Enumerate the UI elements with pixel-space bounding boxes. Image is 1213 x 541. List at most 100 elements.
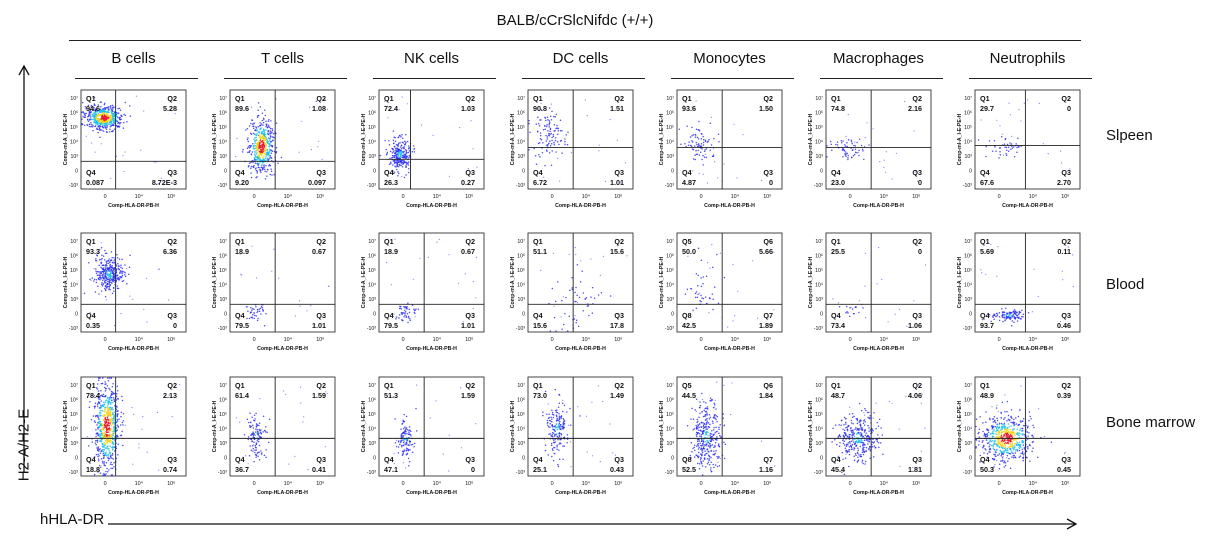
event-dot <box>131 406 133 409</box>
event-dot <box>554 115 556 118</box>
event-dot <box>101 443 103 445</box>
event-dot <box>850 422 853 424</box>
quadrant-label: Q1 <box>533 381 543 390</box>
event-dot <box>556 444 558 446</box>
event-dot <box>269 139 271 142</box>
event-dot <box>118 121 120 124</box>
event-dot <box>105 107 107 109</box>
event-dot <box>90 106 92 108</box>
event-dot <box>403 145 405 148</box>
panel-frame <box>80 232 187 333</box>
event-dot <box>247 463 249 465</box>
event-dot <box>695 149 697 152</box>
event-dot <box>562 445 564 447</box>
event-dot <box>112 275 115 278</box>
x-tick-label: 0 <box>253 481 256 487</box>
event-dot <box>91 142 93 144</box>
y-tick-label: 0 <box>75 312 78 318</box>
event-dot <box>399 443 401 446</box>
event-dot <box>397 165 400 168</box>
event-dot <box>904 100 906 103</box>
event-dot <box>405 453 408 456</box>
quadrant-label: Q3 <box>912 168 922 177</box>
event-dot <box>448 434 450 436</box>
quadrant-label: Q4 <box>235 455 245 464</box>
event-dot <box>97 104 100 106</box>
event-dot <box>103 423 106 425</box>
event-dot <box>414 316 416 318</box>
event-dot <box>703 436 706 439</box>
event-dot <box>864 407 866 410</box>
event-dot <box>249 146 252 148</box>
event-dot <box>562 399 564 401</box>
event-dot <box>557 463 559 466</box>
quadrant-percent: 0 <box>173 321 177 330</box>
x-channel-label: Comp-HLA-DR-PB-H <box>257 203 308 209</box>
event-dot <box>558 415 561 417</box>
event-dot <box>994 421 997 424</box>
event-dot <box>575 321 577 324</box>
y-channel-label: Comp-mI-A_I-E-PE-H <box>510 256 516 308</box>
event-dot <box>263 131 266 134</box>
event-dot <box>993 139 996 142</box>
event-dot <box>117 425 120 428</box>
event-dot <box>110 395 112 397</box>
event-dot <box>690 442 693 444</box>
event-dot <box>691 407 693 410</box>
y-tick-label: 10³ <box>667 441 675 447</box>
event-dot <box>448 254 450 256</box>
event-dot <box>571 288 574 291</box>
event-dot <box>407 321 409 324</box>
event-dot <box>557 157 559 159</box>
event-dot <box>405 153 407 155</box>
event-dot <box>100 105 102 108</box>
event-dot <box>97 417 100 420</box>
event-dot <box>708 297 711 299</box>
y-tick-label: 10⁵ <box>70 125 78 131</box>
event-dot <box>562 323 565 326</box>
event-dot <box>400 135 402 138</box>
dot-plot-panel: Q544.5Q61.84Q852.5Q71.1610⁷10⁶10⁵10⁴10³0… <box>659 376 783 496</box>
event-dot <box>697 462 699 465</box>
event-dot <box>124 264 126 266</box>
event-dot <box>259 153 261 155</box>
event-dot <box>864 285 866 287</box>
event-dot <box>116 414 119 417</box>
y-tick-label: 0 <box>373 312 376 318</box>
event-dot <box>113 400 116 402</box>
y-tick-label: 10⁵ <box>219 412 227 418</box>
event-dot <box>546 413 548 416</box>
quadrant-label: Q4 <box>682 168 692 177</box>
event-dot <box>871 429 873 431</box>
event-dot <box>384 139 386 142</box>
event-dot <box>265 312 267 315</box>
x-channel-label: Comp-HLA-DR-PB-H <box>853 346 904 352</box>
y-tick-label: 10⁷ <box>517 383 525 389</box>
row-label-bone-marrow: Bone marrow <box>1106 414 1196 431</box>
event-dot <box>708 455 711 457</box>
event-dot <box>115 124 118 127</box>
event-dot <box>834 424 837 426</box>
quadrant-percent: 0.35 <box>86 321 100 330</box>
event-dot <box>692 418 695 421</box>
event-dot <box>704 450 706 453</box>
event-dot <box>1008 457 1010 460</box>
event-dot <box>542 411 544 413</box>
event-dot <box>126 268 128 270</box>
event-dot <box>394 442 397 444</box>
event-dot <box>550 164 553 166</box>
event-dot <box>108 283 110 285</box>
event-dot <box>736 177 738 179</box>
event-dot <box>856 432 859 434</box>
event-dot <box>102 415 104 417</box>
event-dot <box>877 425 880 427</box>
event-dot <box>573 318 576 320</box>
event-dot <box>554 130 556 132</box>
event-dot <box>104 406 107 409</box>
event-dot <box>1062 279 1064 281</box>
event-dot <box>112 129 114 132</box>
event-dot <box>121 272 123 274</box>
event-dot <box>719 436 722 438</box>
event-dot <box>120 415 122 418</box>
event-dot <box>977 139 980 141</box>
